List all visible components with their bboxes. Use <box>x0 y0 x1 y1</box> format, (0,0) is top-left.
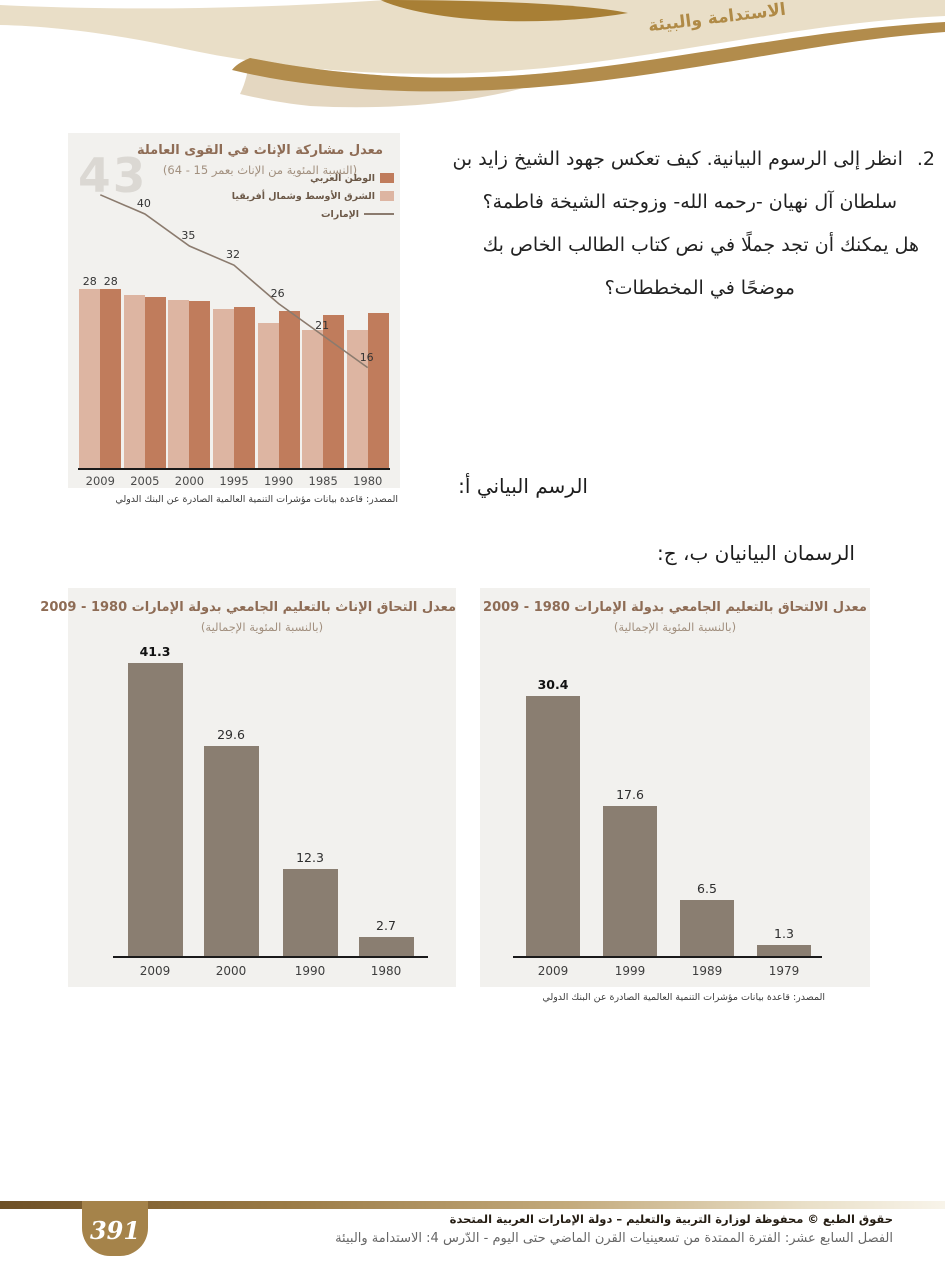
chart-c-title: معدل الالتحاق بالتعليم الجامعي بدولة الإ… <box>483 600 867 615</box>
chart-a-panel: معدل مشاركة الإناث في القوى العاملة (الن… <box>68 133 400 488</box>
uae-line <box>99 194 369 369</box>
x-axis-label: 1985 <box>308 474 338 488</box>
line-point-label: 32 <box>226 248 240 262</box>
bar-value-label: 41.3 <box>139 643 171 659</box>
bar-mena <box>213 309 234 468</box>
x-axis-label: 1990 <box>294 964 326 978</box>
bar-arab-world <box>100 288 122 468</box>
legend-swatch-arab-world <box>380 173 394 183</box>
bar <box>680 900 734 956</box>
chart-a-subtitle: (النسبة المئوية من الإناث بعمر 15 - 64) <box>162 163 358 177</box>
question-2: 2. انظر إلى الرسوم البيانية. كيف تعكس جهو… <box>400 138 935 310</box>
footer-rule <box>0 1201 945 1209</box>
line-point-label: 21 <box>315 318 330 332</box>
bar <box>526 696 580 956</box>
charts-bc-caption: الرسمان البيانيان ب، ج: <box>657 541 855 565</box>
chapter-lesson-line: الفصل السابع عشر: الفترة الممتدة من تسعي… <box>335 1231 893 1246</box>
line-point-label: 35 <box>181 229 196 242</box>
question-line: سلطان آل نهيان -رحمه الله- وزوجته الشيخة… <box>482 191 897 213</box>
bar-value-label: 28 <box>103 274 118 288</box>
chart-c-panel: معدل الالتحاق بالتعليم الجامعي بدولة الإ… <box>480 588 870 987</box>
x-axis-label: 2009 <box>85 474 115 488</box>
chart-c-x-axis: 2009 1999 1989 1979 <box>480 964 870 984</box>
x-axis-label: 1979 <box>768 964 800 978</box>
x-axis-label: 2000 <box>215 964 247 978</box>
chart-a-source: المصدر: قاعدة بيانات مؤشرات التنمية العا… <box>115 494 398 505</box>
question-line: هل يمكنك أن تجد جملًا في نص كتاب الطالب … <box>482 234 919 256</box>
x-axis-label: 1995 <box>219 474 249 488</box>
legend-swatch-mena <box>380 191 394 201</box>
x-axis <box>113 956 428 958</box>
line-point-label: 40 <box>136 197 151 210</box>
x-axis <box>513 956 822 958</box>
legend-swatch-uae-line <box>364 213 394 215</box>
bar-arab-world <box>189 301 211 468</box>
legend-item: الوطن العربي <box>232 169 394 187</box>
x-axis-label: 2009 <box>537 964 569 978</box>
question-number: 2. <box>916 148 935 170</box>
chart-a-plot: 28 28 40 35 32 26 21 16 <box>78 133 390 470</box>
legend-label-arab-world: الوطن العربي <box>310 172 375 184</box>
header-wave-decoration <box>0 0 945 108</box>
chart-b-subtitle: (بالنسبة المئوية الإجمالية) <box>200 620 324 634</box>
legend-label-mena: الشرق الأوسط وشمال أفريقيا <box>231 190 375 202</box>
x-axis-label: 2009 <box>139 964 171 978</box>
legend-label-uae: الإمارات <box>320 208 359 220</box>
chart-b-title: معدل التحاق الإناث بالتعليم الجامعي بدول… <box>40 600 456 615</box>
legend-item: الإمارات <box>232 205 394 223</box>
x-axis-label: 1999 <box>614 964 646 978</box>
bar-arab-world <box>367 312 389 468</box>
legend-item: الشرق الأوسط وشمال أفريقيا <box>232 187 394 205</box>
line-point-label: 16 <box>359 350 374 364</box>
x-axis-label: 2005 <box>130 474 160 488</box>
bar <box>358 936 414 956</box>
question-text: انظر إلى الرسوم البيانية. كيف تعكس جهود … <box>452 148 903 170</box>
chart-c-source: المصدر: قاعدة بيانات مؤشرات التنمية العا… <box>542 992 825 1003</box>
bar-value-label: 29.6 <box>217 726 245 742</box>
x-axis-label: 1990 <box>263 474 294 488</box>
chart-a-title: معدل مشاركة الإناث في القوى العاملة <box>136 143 384 158</box>
bar-mena <box>257 322 279 468</box>
bar-value-label: 6.5 <box>697 881 717 897</box>
bar-value-label: 30.4 <box>537 677 569 693</box>
chart-c-plot: 30.4 17.6 6.5 1.3 <box>480 588 870 958</box>
bar-value-label: 28 <box>82 274 97 288</box>
bar-value-label: 1.3 <box>774 925 794 941</box>
bar <box>282 868 338 956</box>
chart-a-line-start-value: 43 <box>78 149 148 204</box>
bar-mena <box>302 330 324 468</box>
bar <box>603 805 657 956</box>
chart-b-plot: 41.3 29.6 12.3 2.7 <box>68 588 456 958</box>
bar-value-label: 12.3 <box>296 849 324 865</box>
bar-value-label: 17.6 <box>616 786 644 802</box>
bar-mena <box>168 300 190 468</box>
chart-b-x-axis: 2009 2000 1990 1980 <box>68 964 456 984</box>
chart-a-caption: الرسم البياني أ: <box>458 474 588 498</box>
x-axis-label: 1989 <box>691 964 723 978</box>
page-number-badge: 391 <box>82 1201 148 1256</box>
x-axis-label: 1980 <box>370 964 402 978</box>
bar <box>203 745 259 956</box>
page-number: 391 <box>89 1216 141 1245</box>
line-point-label: 26 <box>270 286 285 300</box>
chart-a-legend: الوطن العربي الشرق الأوسط وشمال أفريقيا … <box>232 169 394 223</box>
bar <box>757 944 811 956</box>
bar-arab-world <box>144 296 166 468</box>
x-axis-label: 1980 <box>353 474 383 488</box>
question-line: موضحًا في المخططات؟ <box>604 277 795 299</box>
question-line: 2. انظر إلى الرسوم البيانية. كيف تعكس جهو… <box>400 138 935 181</box>
bar-arab-world <box>278 311 300 468</box>
bar <box>127 662 183 956</box>
bar-value-label: 2.7 <box>376 917 396 933</box>
bar-mena <box>79 288 101 468</box>
chart-c-subtitle: (بالنسبة المئوية الإجمالية) <box>613 620 737 634</box>
bar-arab-world <box>234 306 255 468</box>
chart-b-panel: معدل التحاق الإناث بالتعليم الجامعي بدول… <box>40 588 456 987</box>
chart-a-x-axis: 2009 2005 2000 1995 1990 1985 1980 <box>78 474 390 488</box>
bar-mena <box>123 294 145 468</box>
bar-arab-world <box>323 315 345 468</box>
copyright-line: حقوق الطبع © محفوظة لوزارة التربية والتع… <box>449 1212 893 1226</box>
x-axis-label: 2000 <box>174 474 205 488</box>
